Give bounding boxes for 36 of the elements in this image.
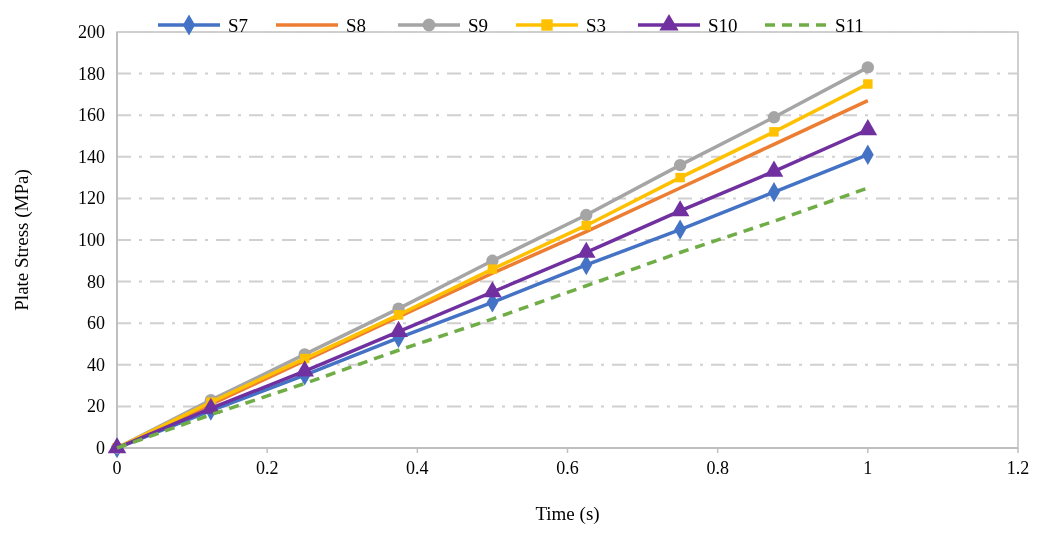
point bbox=[861, 61, 875, 74]
y-tick-label: 0 bbox=[96, 438, 105, 458]
x-tick-label: 0.8 bbox=[706, 458, 729, 478]
point bbox=[673, 158, 687, 172]
point bbox=[581, 220, 592, 231]
x-tick-label: 0.4 bbox=[406, 458, 429, 478]
y-axis-title: Plate Stress (MPa) bbox=[11, 169, 33, 311]
legend-label: S10 bbox=[708, 15, 738, 36]
y-tick-label: 80 bbox=[87, 271, 105, 292]
x-tick-label: 0.2 bbox=[255, 458, 279, 478]
point bbox=[675, 172, 685, 183]
y-tick-label: 160 bbox=[78, 105, 105, 126]
y-tick-label: 100 bbox=[78, 230, 105, 250]
y-tick-label: 20 bbox=[87, 396, 105, 417]
point bbox=[863, 79, 873, 89]
y-tick-label: 60 bbox=[87, 313, 105, 334]
y-tick-label: 120 bbox=[78, 188, 105, 209]
y-tick-label: 180 bbox=[78, 63, 105, 84]
y-tick-label: 140 bbox=[78, 146, 105, 167]
legend-label: S9 bbox=[468, 15, 489, 36]
x-tick-label: 0 bbox=[112, 458, 122, 478]
x-tick-label: 1 bbox=[863, 458, 873, 478]
y-tick-label: 40 bbox=[87, 354, 105, 375]
x-tick-label: 1.2 bbox=[1006, 458, 1030, 478]
x-tick-label: 0.6 bbox=[556, 458, 579, 478]
y-tick-label: 200 bbox=[78, 22, 105, 42]
point bbox=[487, 264, 498, 274]
legend-label: S3 bbox=[586, 15, 607, 36]
legend-label: S7 bbox=[228, 15, 249, 36]
x-axis-title: Time (s) bbox=[535, 503, 600, 525]
point bbox=[580, 208, 593, 222]
legend-label: S11 bbox=[835, 15, 864, 36]
point bbox=[767, 111, 781, 124]
point bbox=[393, 310, 404, 320]
point bbox=[769, 127, 779, 137]
legend-label: S8 bbox=[346, 15, 367, 36]
